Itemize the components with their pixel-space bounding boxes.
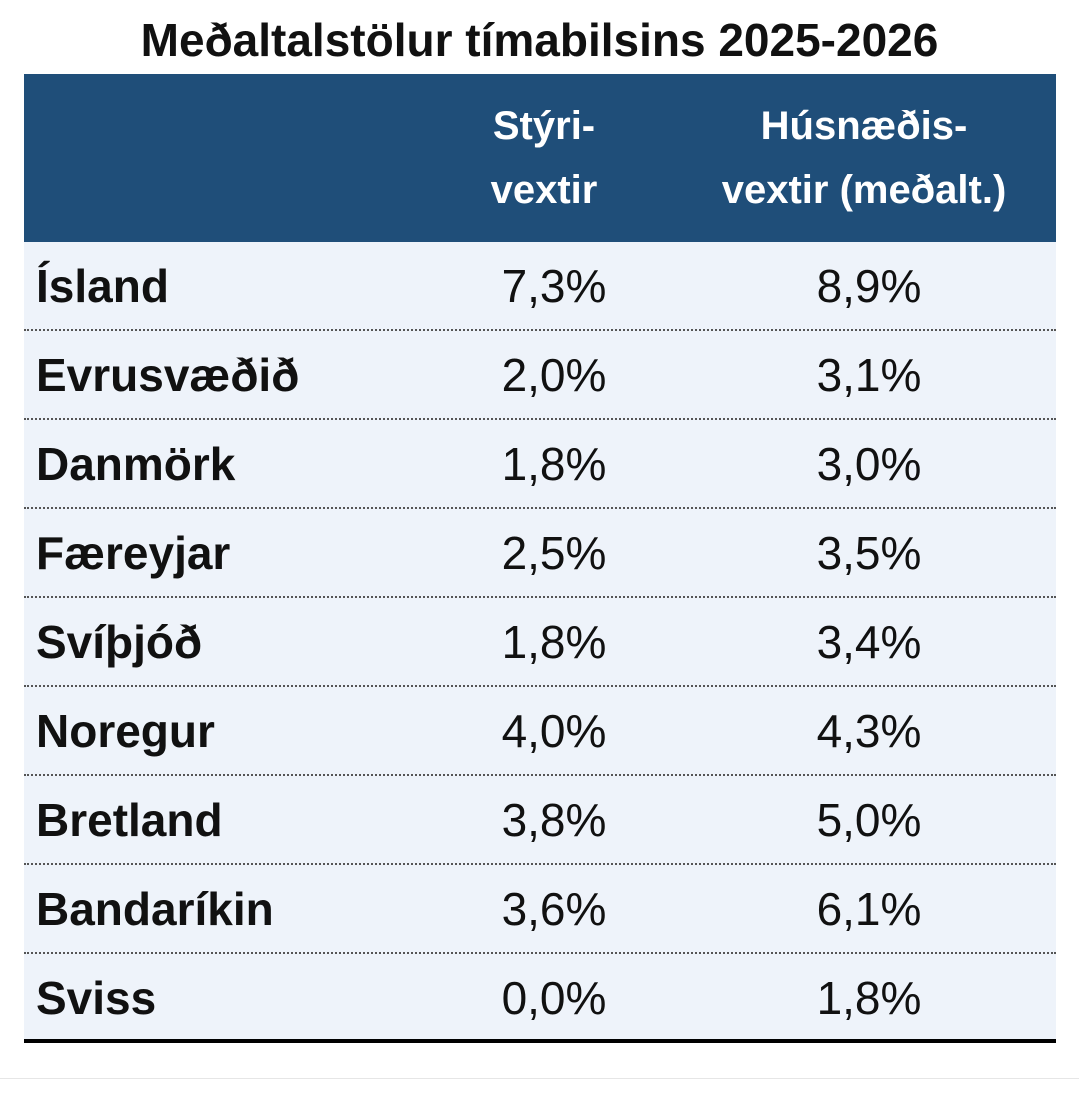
country-cell: Evrusvæðið — [36, 349, 300, 401]
husnaedisvextir-cell: 1,8% — [816, 972, 922, 1024]
table-row: Ísland 7,3% 8,9% — [24, 242, 1056, 331]
styrivextir-cell: 3,8% — [501, 794, 607, 846]
country-cell: Sviss — [36, 972, 157, 1024]
header-styrivextir-line1: Stýri- — [492, 104, 596, 148]
styrivextir-cell: 1,8% — [501, 438, 607, 490]
husnaedisvextir-cell: 6,1% — [816, 883, 922, 935]
styrivextir-cell: 2,0% — [501, 349, 607, 401]
styrivextir-cell: 3,6% — [501, 883, 607, 935]
husnaedisvextir-cell: 3,0% — [816, 438, 922, 490]
country-cell: Svíþjóð — [36, 616, 203, 668]
header-styrivextir: Stýri- vextir — [464, 94, 624, 222]
header-styrivextir-line2: vextir — [490, 168, 598, 212]
husnaedisvextir-cell: 5,0% — [816, 794, 922, 846]
table-row: Evrusvæðið 2,0% 3,1% — [24, 331, 1056, 420]
header-husnaedisvextir-line1: Húsnæðis- — [760, 104, 968, 148]
page-divider — [0, 1078, 1079, 1079]
table-row: Færeyjar 2,5% 3,5% — [24, 509, 1056, 598]
table-row: Danmörk 1,8% 3,0% — [24, 420, 1056, 509]
table-title: Meðaltalstölur tímabilsins 2025-2026 — [140, 14, 939, 66]
styrivextir-cell: 1,8% — [501, 616, 607, 668]
table-row: Bandaríkin 3,6% 6,1% — [24, 865, 1056, 954]
country-cell: Færeyjar — [36, 527, 231, 579]
table-body: Ísland 7,3% 8,9% Evrusvæðið 2,0% 3,1% Danmörk 1… — [24, 242, 1056, 1043]
country-cell: Bretland — [36, 794, 223, 846]
country-cell: Noregur — [36, 705, 215, 757]
husnaedisvextir-cell: 4,3% — [816, 705, 922, 757]
styrivextir-cell: 0,0% — [501, 972, 607, 1024]
interest-rate-table: Stýri- vextir Húsnæðis- vextir (meðalt.)… — [24, 74, 1056, 1043]
header-husnaedisvextir: Húsnæðis- vextir (meðalt.) — [684, 94, 1044, 222]
header-husnaedisvextir-line2: vextir (meðalt.) — [721, 168, 1007, 212]
table-header: Stýri- vextir Húsnæðis- vextir (meðalt.) — [24, 74, 1056, 242]
country-cell: Danmörk — [36, 438, 236, 490]
table-row: Bretland 3,8% 5,0% — [24, 776, 1056, 865]
styrivextir-cell: 4,0% — [501, 705, 607, 757]
table-row: Svíþjóð 1,8% 3,4% — [24, 598, 1056, 687]
country-cell: Bandaríkin — [36, 883, 274, 935]
country-cell: Ísland — [36, 260, 169, 312]
table-row: Sviss 0,0% 1,8% — [24, 954, 1056, 1043]
husnaedisvextir-cell: 3,4% — [816, 616, 922, 668]
table-row: Noregur 4,0% 4,3% — [24, 687, 1056, 776]
husnaedisvextir-cell: 3,1% — [816, 349, 922, 401]
styrivextir-cell: 7,3% — [501, 260, 607, 312]
husnaedisvextir-cell: 3,5% — [816, 527, 922, 579]
husnaedisvextir-cell: 8,9% — [816, 260, 922, 312]
styrivextir-cell: 2,5% — [501, 527, 607, 579]
